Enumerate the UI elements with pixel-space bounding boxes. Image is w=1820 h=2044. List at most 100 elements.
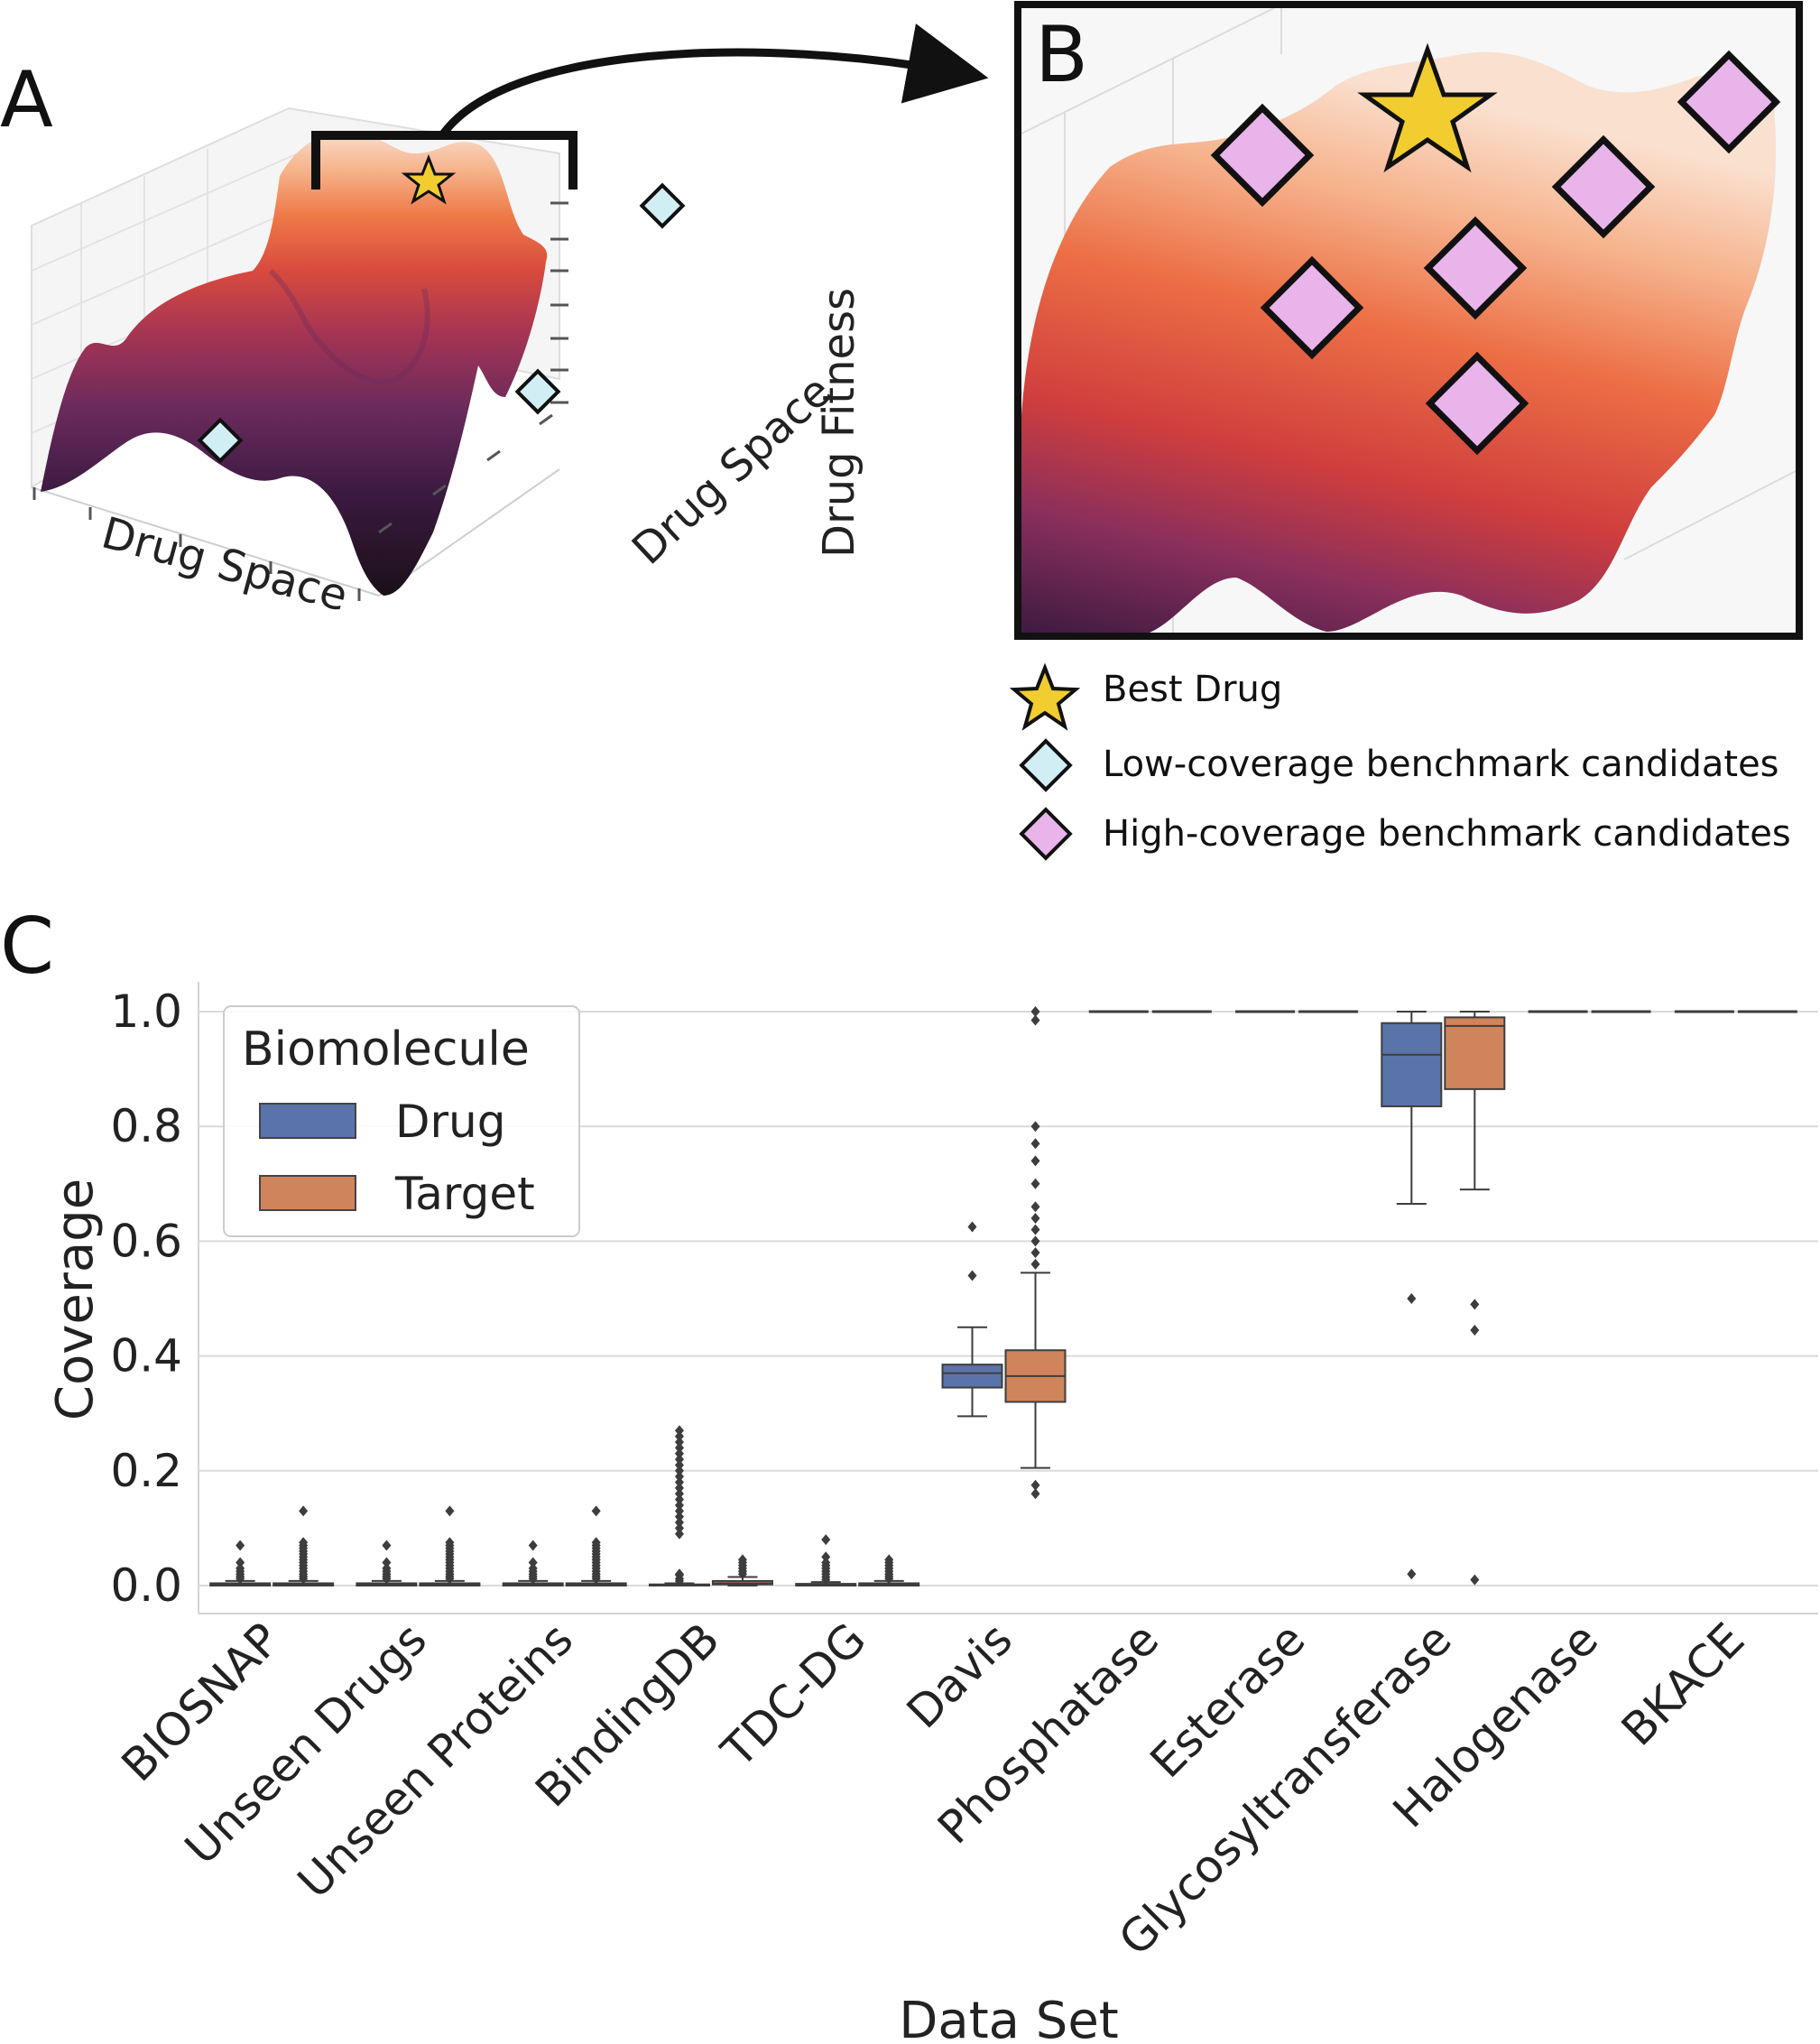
flier-point <box>821 1551 831 1563</box>
panel-b: B <box>1014 1 1803 640</box>
box-target <box>1004 1006 1067 1500</box>
surface-shading <box>268 268 430 385</box>
high-coverage-marker <box>1425 351 1529 456</box>
flier-point <box>674 1488 684 1500</box>
panel-b-letter: B <box>1035 10 1088 100</box>
flier-point <box>236 1557 245 1568</box>
flier-point <box>821 1557 831 1568</box>
flier-point <box>674 1476 684 1488</box>
panel-c-letter: C <box>0 902 54 992</box>
flier-point <box>1407 1293 1417 1304</box>
flier-point <box>1030 1479 1040 1491</box>
high-coverage-marker <box>1423 216 1528 320</box>
flier-point <box>1407 1568 1417 1580</box>
flier-point <box>1030 1014 1040 1026</box>
high-coverage-marker <box>1551 134 1656 239</box>
legend-best-drug-label: Best Drug <box>1103 669 1282 710</box>
y-tick-label: 1.0 <box>110 985 182 1038</box>
flier-point <box>1030 1488 1040 1500</box>
flier-point <box>674 1459 684 1471</box>
category-label: Unseen Proteins <box>288 1613 583 1908</box>
flier-point <box>1030 1201 1040 1213</box>
flier-point <box>382 1557 392 1568</box>
legend-high-diamond-icon <box>1019 807 1073 861</box>
flier-point <box>674 1499 684 1511</box>
box-drug <box>795 1534 857 1587</box>
flier-point <box>1030 1235 1040 1247</box>
low-coverage-marker <box>639 182 686 229</box>
low-coverage-marker <box>197 417 244 464</box>
axis-y-label: Drug Space <box>623 365 841 574</box>
flier-point <box>382 1562 392 1574</box>
panel-a: A <box>0 23 989 622</box>
top-legend: Best Drug Low-coverage benchmark candida… <box>1009 662 1791 861</box>
flier-point <box>674 1505 684 1517</box>
legend-label-drug: Drug <box>395 1096 506 1148</box>
panel-a-letter: A <box>0 55 53 145</box>
flier-point <box>674 1442 684 1454</box>
flier-point <box>1030 1224 1040 1235</box>
high-coverage-marker <box>1260 255 1364 360</box>
box-drug <box>941 1221 1003 1418</box>
low-coverage-marker <box>514 368 561 415</box>
legend-low-coverage-label: Low-coverage benchmark candidates <box>1103 744 1779 785</box>
box-target <box>858 1554 920 1587</box>
panel-a-ticks <box>32 201 568 601</box>
flier-point <box>1030 1258 1040 1270</box>
flier-point <box>1030 1138 1040 1150</box>
flier-point <box>591 1537 601 1549</box>
flier-point <box>674 1482 684 1494</box>
y-tick-label: 0.4 <box>110 1330 182 1383</box>
box-target <box>273 1505 335 1587</box>
legend-star-icon <box>1009 662 1081 731</box>
flier-point <box>674 1447 684 1459</box>
flier-point <box>1470 1574 1480 1586</box>
flier-point <box>674 1465 684 1476</box>
axis-z-label: Drug Fitness <box>814 288 864 558</box>
y-axis-title: Coverage <box>46 1179 105 1420</box>
legend-high-coverage-label: High-coverage benchmark candidates <box>1103 813 1791 855</box>
flier-point <box>737 1554 747 1566</box>
flier-point <box>674 1430 684 1442</box>
flier-point <box>445 1537 455 1549</box>
flier-point <box>967 1221 977 1233</box>
flier-point <box>528 1540 538 1551</box>
flier-point <box>1030 1212 1040 1224</box>
flier-point <box>674 1517 684 1529</box>
flier-point <box>1470 1324 1480 1336</box>
flier-point <box>674 1494 684 1505</box>
fitness-landscape-surface <box>41 132 548 596</box>
box-target <box>419 1505 481 1587</box>
flier-point <box>1030 1247 1040 1259</box>
high-coverage-marker <box>1210 103 1315 208</box>
high-coverage-marker <box>1677 50 1781 154</box>
category-label: TDC-DG <box>711 1613 876 1778</box>
flier-point <box>1030 1006 1040 1017</box>
panel-b-frame <box>1014 1 1803 640</box>
x-axis-title: Data Set <box>899 1992 1118 2044</box>
flier-point <box>674 1437 684 1447</box>
y-tick-labels: 0.0 0.2 0.4 0.6 0.8 1.0 <box>110 985 182 1612</box>
box-target <box>1444 1011 1506 1586</box>
flier-point <box>674 1568 684 1580</box>
flier-point <box>821 1534 831 1546</box>
flier-point <box>1030 1155 1040 1167</box>
y-tick-label: 0.0 <box>110 1559 182 1612</box>
flier-point <box>299 1537 309 1549</box>
high-coverage-markers <box>1210 50 1781 456</box>
flier-point <box>674 1471 684 1483</box>
flier-point <box>674 1454 684 1466</box>
legend-swatch-target <box>259 1175 356 1211</box>
flier-point <box>382 1540 392 1551</box>
box-body <box>1444 1016 1506 1090</box>
flier-point <box>528 1562 538 1574</box>
flier-point <box>1470 1299 1480 1310</box>
box-drug <box>502 1540 564 1587</box>
chart-legend[interactable]: Biomolecule Drug Target <box>223 1005 580 1237</box>
legend-swatch-drug <box>259 1103 356 1139</box>
flier-point <box>1030 1178 1040 1189</box>
box-body <box>941 1364 1003 1389</box>
flier-point <box>236 1562 245 1574</box>
box-drug <box>209 1540 272 1587</box>
